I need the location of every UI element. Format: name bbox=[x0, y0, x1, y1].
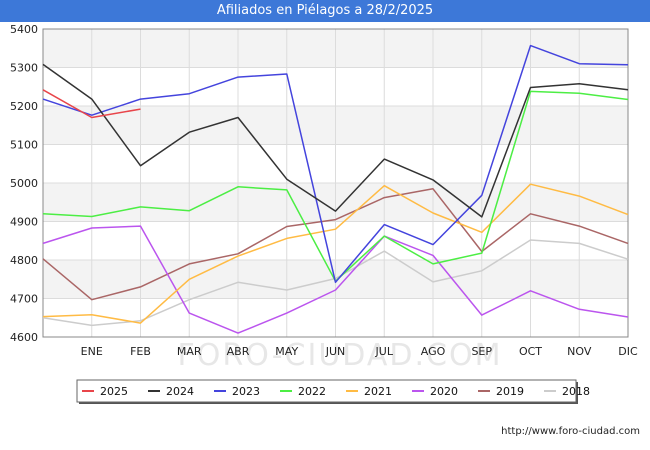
x-tick-label: JUL bbox=[375, 345, 394, 358]
legend-label-2022: 2022 bbox=[298, 385, 326, 398]
legend-label-2024: 2024 bbox=[166, 385, 194, 398]
x-tick-label: AGO bbox=[421, 345, 446, 358]
x-tick-label: OCT bbox=[519, 345, 542, 358]
x-tick-label: NOV bbox=[567, 345, 592, 358]
series-line-2018 bbox=[42, 239, 629, 327]
series-line-2023 bbox=[42, 44, 629, 284]
plot-area: 4600 4700 4800 4900 5000 5100 5200 5300 5400 ENE F… bbox=[10, 23, 638, 358]
x-tick-label: MAR bbox=[177, 345, 202, 358]
x-tick-label: DIC bbox=[618, 345, 638, 358]
y-tick-label: 5200 bbox=[10, 100, 38, 113]
series-line-2025 bbox=[42, 89, 141, 119]
watermark: FORO-CIUDAD.COM bbox=[178, 338, 503, 373]
x-tick-label: FEB bbox=[130, 345, 151, 358]
x-tick-label: ENE bbox=[81, 345, 103, 358]
series-line-2020 bbox=[42, 225, 629, 334]
legend: 2025 2024 2023 2022 2021 2020 2019 2018 bbox=[76, 379, 590, 404]
series-line-2019 bbox=[42, 188, 629, 301]
series-line-2021 bbox=[42, 183, 629, 324]
x-tick-label: ABR bbox=[227, 345, 250, 358]
legend-label-2018: 2018 bbox=[562, 385, 590, 398]
y-tick-label: 5100 bbox=[10, 139, 38, 152]
footer-url[interactable]: http://www.foro-ciudad.com bbox=[501, 426, 640, 437]
y-tick-label: 5400 bbox=[10, 23, 38, 36]
legend-label-2019: 2019 bbox=[496, 385, 524, 398]
y-tick-label: 4700 bbox=[10, 293, 38, 306]
legend-label-2023: 2023 bbox=[232, 385, 260, 398]
legend-label-2025: 2025 bbox=[100, 385, 128, 398]
y-tick-label: 4900 bbox=[10, 216, 38, 229]
y-tick-label: 4600 bbox=[10, 331, 38, 344]
y-tick-label: 5300 bbox=[10, 62, 38, 75]
x-tick-label: JUN bbox=[325, 345, 346, 358]
chart-title: Afiliados en Piélagos a 28/2/2025 bbox=[0, 0, 650, 22]
x-tick-label: MAY bbox=[275, 345, 298, 358]
series-line-2024 bbox=[42, 63, 629, 218]
plot-border bbox=[42, 28, 629, 338]
y-tick-label: 4800 bbox=[10, 254, 38, 267]
legend-box bbox=[76, 379, 577, 403]
x-tick-label: SEP bbox=[471, 345, 492, 358]
y-tick-label: 5000 bbox=[10, 177, 38, 190]
legend-label-2020: 2020 bbox=[430, 385, 458, 398]
legend-label-2021: 2021 bbox=[364, 385, 392, 398]
